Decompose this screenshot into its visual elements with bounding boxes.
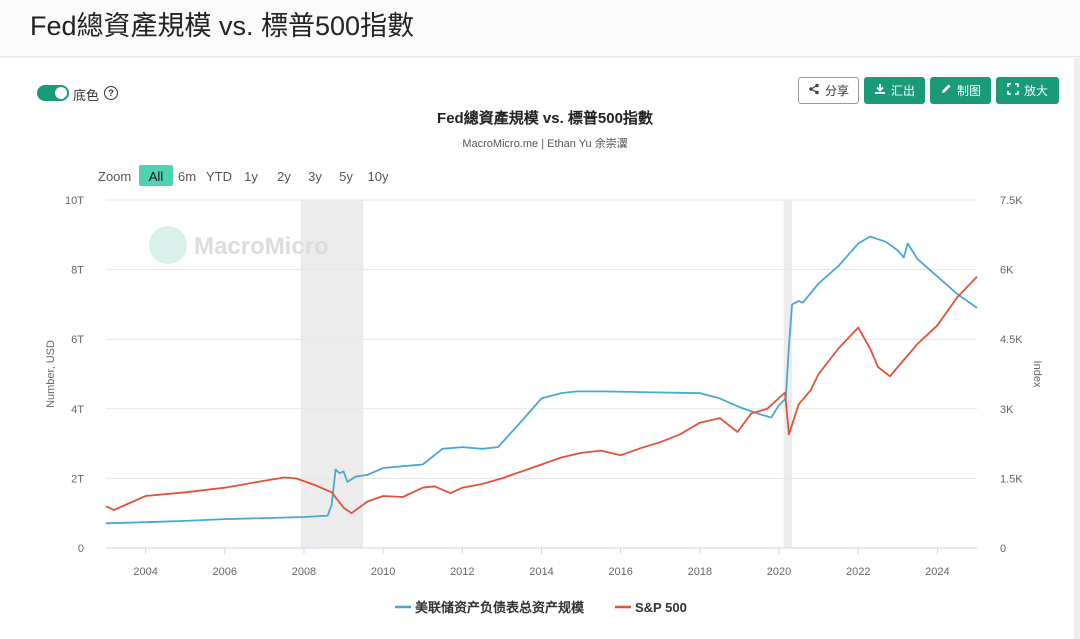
chart-card	[0, 58, 1074, 639]
chart-title: Fed總資產規模 vs. 標普500指數	[437, 109, 653, 127]
zoom-label: Zoom	[98, 169, 131, 184]
y-right-tick-label: 7.5K	[1000, 195, 1023, 207]
y-left-tick-label: 10T	[65, 195, 84, 207]
x-tick-label: 2020	[767, 566, 791, 578]
y-left-tick-label: 4T	[71, 404, 84, 416]
x-tick-label: 2006	[213, 566, 237, 578]
watermark-logo-icon	[149, 226, 187, 264]
x-tick-label: 2004	[133, 566, 157, 578]
enlarge-button[interactable]: 放大	[996, 77, 1059, 104]
x-tick-label: 2014	[529, 566, 553, 578]
y-left-tick-label: 0	[78, 543, 84, 555]
x-tick-label: 2016	[608, 566, 632, 578]
series-line-sp500	[105, 275, 978, 515]
page-title: Fed總資產規模 vs. 標普500指數	[30, 11, 415, 41]
x-tick-label: 2018	[688, 566, 712, 578]
y-right-tick-label: 0	[1000, 543, 1006, 555]
chart-subtitle: MacroMicro.me | Ethan Yu 余崇瀷	[462, 136, 627, 150]
fullscreen-icon	[1007, 83, 1019, 98]
y-right-axis-label: Index	[1031, 361, 1043, 388]
y-left-tick-label: 2T	[71, 473, 84, 485]
zoom-option-all[interactable]: All	[149, 169, 164, 184]
y-left-tick-label: 8T	[71, 265, 84, 277]
export-label: 汇出	[890, 84, 915, 98]
recession-band	[300, 200, 364, 548]
help-icon[interactable]: ?	[104, 86, 118, 100]
zoom-option-1y[interactable]: 1y	[244, 169, 258, 184]
draw-button[interactable]: 制图	[930, 77, 991, 104]
y-left-axis-label: Number, USD	[45, 340, 57, 408]
share-icon	[808, 83, 820, 98]
download-icon	[874, 83, 886, 98]
zoom-option-ytd[interactable]: YTD	[206, 169, 232, 184]
x-tick-label: 2012	[450, 566, 474, 578]
x-tick-label: 2010	[371, 566, 395, 578]
page-header	[0, 0, 1080, 57]
x-tick-label: 2022	[846, 566, 870, 578]
x-tick-label: 2008	[292, 566, 316, 578]
enlarge-label: 放大	[1023, 84, 1048, 98]
toggle-knob	[55, 87, 67, 99]
share-label: 分享	[824, 84, 849, 98]
zoom-option-6m[interactable]: 6m	[178, 169, 196, 184]
y-right-tick-label: 1.5K	[1000, 473, 1023, 485]
y-left-tick-label: 6T	[71, 334, 84, 346]
legend-label[interactable]: 美联储资产负债表总资产规模	[415, 600, 585, 615]
x-tick-label: 2024	[925, 566, 949, 578]
zoom-selected-highlight	[139, 165, 173, 186]
share-button[interactable]: 分享	[798, 77, 859, 104]
y-right-tick-label: 6K	[1000, 265, 1014, 277]
watermark: MacroMicro	[194, 233, 329, 260]
zoom-option-10y[interactable]: 10y	[368, 169, 389, 184]
legend-label[interactable]: S&P 500	[635, 600, 687, 615]
zoom-option-5y[interactable]: 5y	[339, 169, 353, 184]
pencil-icon	[940, 83, 952, 98]
background-toggle[interactable]	[37, 85, 69, 101]
zoom-option-2y[interactable]: 2y	[277, 169, 291, 184]
series-line-fed-assets	[105, 235, 978, 525]
y-right-tick-label: 3K	[1000, 404, 1014, 416]
export-button[interactable]: 汇出	[864, 77, 925, 104]
scrollbar-track[interactable]	[1074, 58, 1080, 639]
draw-label: 制图	[956, 84, 981, 98]
zoom-option-3y[interactable]: 3y	[308, 169, 322, 184]
y-right-tick-label: 4.5K	[1000, 334, 1023, 346]
background-toggle-label: 底色	[73, 88, 100, 103]
